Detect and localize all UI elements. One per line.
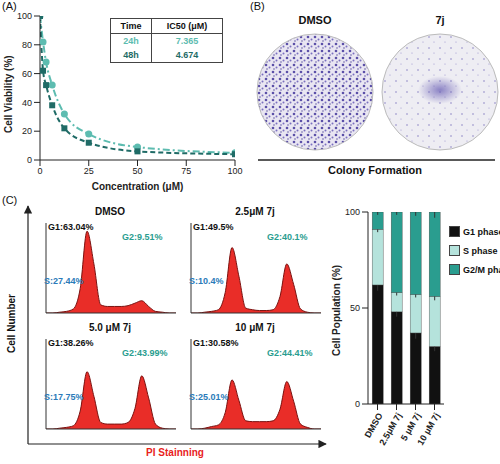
svg-text:20: 20 xyxy=(22,126,32,136)
html-text:G1:30.58%: G1:30.58% xyxy=(193,338,239,348)
html-text:4.674: 4.674 xyxy=(175,50,199,60)
svg-text:100: 100 xyxy=(345,207,360,217)
svg-text:25: 25 xyxy=(84,166,94,176)
html-text:DMSO: DMSO xyxy=(298,14,332,26)
svg-text:Concentration (μM): Concentration (μM) xyxy=(92,181,184,192)
html-text:IC50 (μM): IC50 (μM) xyxy=(166,21,208,31)
svg-text:50: 50 xyxy=(132,166,142,176)
html-text:G1:38.26%: G1:38.26% xyxy=(48,338,94,348)
html-text:G2:9.51%: G2:9.51% xyxy=(122,232,163,242)
html-text:G1:49.5%: G1:49.5% xyxy=(193,222,234,232)
svg-text:Cell Population (%): Cell Population (%) xyxy=(331,265,342,356)
html-text:24h: 24h xyxy=(123,36,139,46)
svg-text:80: 80 xyxy=(22,40,32,50)
html-text:48h: 48h xyxy=(123,50,139,60)
html-text:G1:63.04%: G1:63.04% xyxy=(48,222,94,232)
html-text:(C): (C) xyxy=(2,194,18,206)
svg-text:Cell Viability (%): Cell Viability (%) xyxy=(8,55,14,133)
html-text:S:10.4%: S:10.4% xyxy=(189,276,224,286)
svg-text:60: 60 xyxy=(22,69,32,79)
svg-text:40: 40 xyxy=(22,98,32,108)
html-text:G2:44.41%: G2:44.41% xyxy=(267,348,313,358)
html-text:Cell Number: Cell Number xyxy=(5,294,17,353)
html-text:10 μM 7j: 10 μM 7j xyxy=(235,322,275,333)
html-text:(A): (A) xyxy=(2,0,17,12)
html-text:PI Stainning: PI Stainning xyxy=(146,447,204,458)
svg-text:0: 0 xyxy=(37,166,42,176)
html-text:Time: Time xyxy=(120,21,142,31)
svg-text:DMSO: DMSO xyxy=(362,411,385,440)
html-text:DMSO: DMSO xyxy=(95,206,125,217)
html-text:5.0 μM 7j: 5.0 μM 7j xyxy=(88,322,132,333)
html-text:2.5μM 7j: 2.5μM 7j xyxy=(235,206,275,217)
html-text:S:25.01%: S:25.01% xyxy=(189,392,229,402)
svg-text:10 μM 7j: 10 μM 7j xyxy=(415,411,441,447)
html-text:G2:40.1%: G2:40.1% xyxy=(267,232,308,242)
svg-text:100: 100 xyxy=(17,11,32,21)
html-text:7j: 7j xyxy=(435,14,445,26)
svg-text:50: 50 xyxy=(350,303,360,313)
html-text:S phase: S phase xyxy=(463,245,498,256)
html-text:G2:43.99%: G2:43.99% xyxy=(122,348,168,358)
svg-text:100: 100 xyxy=(227,166,242,176)
svg-text:75: 75 xyxy=(181,166,191,176)
html-text:7.365: 7.365 xyxy=(175,36,199,46)
html-text:(B): (B) xyxy=(250,0,265,12)
svg-text:0: 0 xyxy=(355,399,360,409)
svg-text:2.5μM 7j: 2.5μM 7j xyxy=(377,411,403,447)
html-text:S:17.75%: S:17.75% xyxy=(44,392,84,402)
svg-text:5 μM 7j: 5 μM 7j xyxy=(398,411,423,443)
html-text:Colony Formation: Colony Formation xyxy=(327,164,422,176)
svg-text:0: 0 xyxy=(27,155,32,165)
html-text:S:27.44%: S:27.44% xyxy=(44,276,84,286)
